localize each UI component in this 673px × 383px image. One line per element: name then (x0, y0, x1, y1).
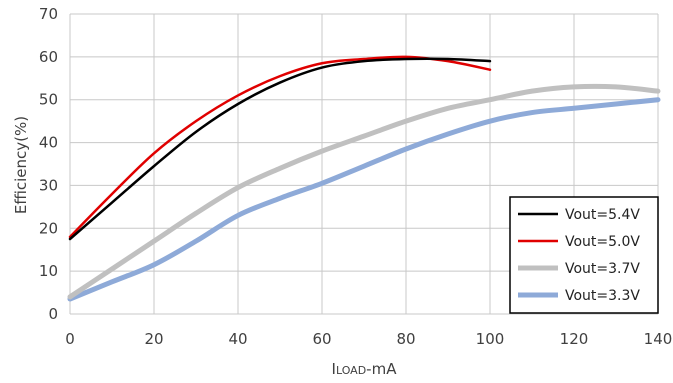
y-tick-label: 40 (39, 134, 58, 152)
x-tick-label: 100 (476, 330, 505, 348)
y-tick-label: 50 (39, 91, 58, 109)
legend-label: Vout=5.0V (565, 234, 640, 250)
series-line-4 (67, 97, 661, 302)
legend-label: Vout=5.4V (565, 207, 640, 223)
y-tick-label: 0 (48, 305, 58, 323)
legend-items: Vout=5.4V Vout=5.0V Vout=3.7V Vout=3.3V (518, 207, 640, 304)
series-line-3 (67, 83, 661, 300)
legend-label: Vout=3.7V (565, 261, 640, 277)
y-tick-label: 20 (39, 219, 58, 237)
y-tick-label: 30 (39, 176, 58, 194)
x-tick-labels: 0 20 40 60 80 100 120 140 (65, 330, 672, 348)
x-tick-label: 0 (65, 330, 75, 348)
series-lines (67, 55, 661, 302)
y-tick-label: 70 (39, 5, 58, 23)
x-tick-label: 140 (644, 330, 673, 348)
x-axis-title: ILOAD-mA (332, 360, 398, 378)
y-tick-labels: 0 10 20 30 40 50 60 70 (39, 5, 58, 323)
y-tick-label: 10 (39, 262, 58, 280)
y-tick-label: 60 (39, 48, 58, 66)
series-line-1 (68, 57, 492, 241)
x-tick-label: 120 (560, 330, 589, 348)
x-tick-label: 40 (228, 330, 247, 348)
legend-label: Vout=3.3V (565, 288, 640, 304)
series-line-2 (68, 55, 492, 239)
x-tick-label: 20 (144, 330, 163, 348)
legend: Vout=5.4V Vout=5.0V Vout=3.7V Vout=3.3V (509, 196, 659, 314)
x-tick-label: 80 (396, 330, 415, 348)
y-axis-title: Efficiency(%) (12, 116, 30, 214)
x-tick-label: 60 (312, 330, 331, 348)
